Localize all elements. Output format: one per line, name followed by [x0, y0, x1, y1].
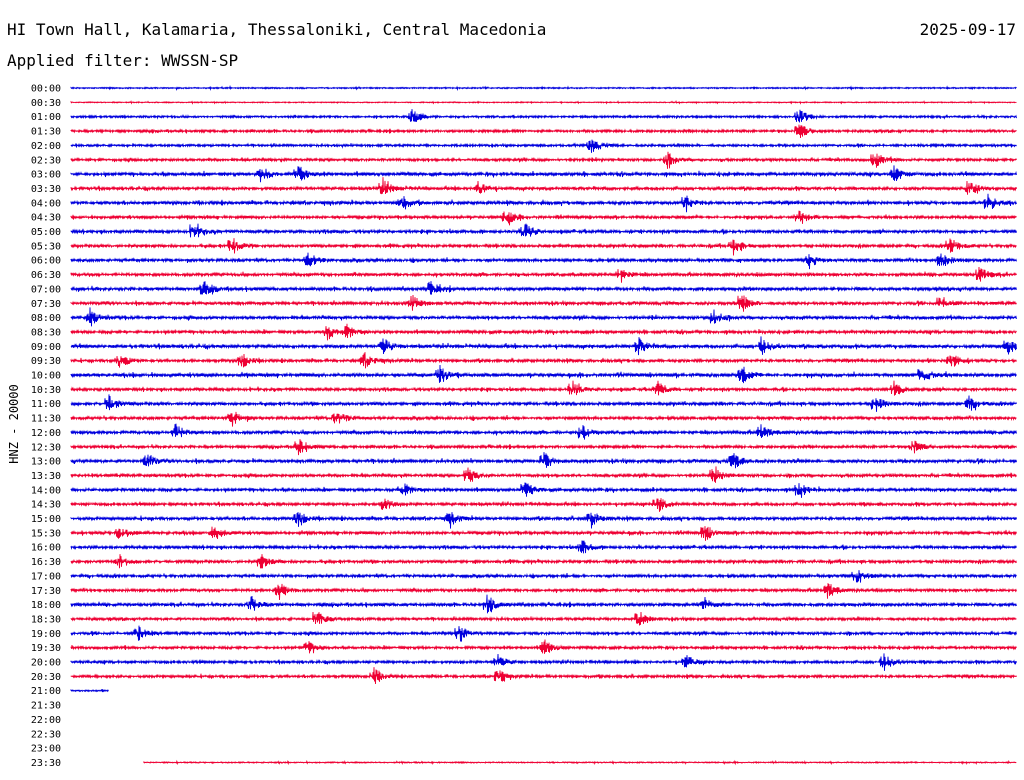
- time-label: 05:00: [31, 227, 61, 238]
- trace-0330: [70, 177, 1017, 195]
- time-label: 14:00: [31, 485, 61, 496]
- time-label: 12:30: [31, 442, 61, 453]
- time-label: 06:30: [31, 270, 61, 281]
- trace-0530: [70, 238, 1017, 256]
- trace-0000: [70, 84, 1017, 92]
- time-label: 11:00: [31, 399, 61, 410]
- trace-1630: [70, 554, 1017, 569]
- time-label: 20:30: [31, 672, 61, 683]
- time-label: 08:00: [31, 313, 61, 324]
- trace-1200: [70, 423, 1017, 440]
- trace-0700: [70, 281, 1017, 295]
- trace-0230: [70, 151, 1017, 169]
- time-label: 17:30: [31, 586, 61, 597]
- station-title: HI Town Hall, Kalamaria, Thessaloniki, C…: [7, 20, 547, 39]
- time-label: 04:00: [31, 198, 61, 209]
- time-label: 08:30: [31, 327, 61, 338]
- time-label: 12:00: [31, 428, 61, 439]
- trace-1300: [70, 452, 1017, 469]
- time-label: 01:30: [31, 127, 61, 138]
- time-label: 02:00: [31, 141, 61, 152]
- time-label: 10:30: [31, 385, 61, 396]
- time-label: 09:30: [31, 356, 61, 367]
- trace-2330: [143, 759, 1017, 766]
- time-label: 00:00: [31, 84, 61, 95]
- trace-0600: [70, 252, 1017, 270]
- time-label: 16:30: [31, 557, 61, 568]
- time-label: 11:30: [31, 414, 61, 425]
- time-label: 15:30: [31, 528, 61, 539]
- time-label: 13:30: [31, 471, 61, 482]
- time-label: 07:00: [31, 284, 61, 295]
- trace-1830: [70, 611, 1017, 626]
- time-label: 00:30: [31, 98, 61, 109]
- trace-2000: [70, 653, 1017, 671]
- time-label: 14:30: [31, 500, 61, 511]
- trace-1230: [70, 439, 1017, 456]
- trace-1800: [70, 594, 1017, 614]
- trace-0300: [70, 165, 1017, 183]
- trace-2030: [70, 667, 1017, 685]
- time-label: 23:00: [31, 744, 61, 755]
- trace-1730: [70, 583, 1017, 601]
- trace-0730: [70, 294, 1017, 312]
- trace-0130: [70, 124, 1017, 139]
- trace-0900: [70, 336, 1017, 356]
- trace-0100: [70, 109, 1017, 123]
- time-label: 22:00: [31, 715, 61, 726]
- time-label: 04:30: [31, 213, 61, 224]
- time-label: 03:30: [31, 184, 61, 195]
- trace-1400: [70, 482, 1017, 498]
- time-label: 13:00: [31, 457, 61, 468]
- trace-1330: [70, 466, 1017, 483]
- trace-1900: [70, 625, 1017, 642]
- trace-0800: [70, 307, 1017, 327]
- time-label: 19:00: [31, 629, 61, 640]
- time-label: 21:00: [31, 686, 61, 697]
- trace-1130: [70, 411, 1017, 427]
- time-label: 02:30: [31, 155, 61, 166]
- trace-0030: [70, 99, 1017, 105]
- time-label: 07:30: [31, 299, 61, 310]
- time-label: 23:30: [31, 758, 61, 769]
- trace-2100: [70, 688, 109, 693]
- time-label: 03:00: [31, 170, 61, 181]
- time-label: 20:00: [31, 658, 61, 669]
- time-label: 16:00: [31, 543, 61, 554]
- trace-0930: [70, 352, 1017, 369]
- time-label: 06:00: [31, 256, 61, 267]
- trace-0630: [70, 266, 1017, 283]
- trace-1430: [70, 498, 1017, 512]
- trace-1100: [70, 394, 1017, 412]
- trace-0400: [70, 193, 1017, 213]
- trace-0430: [70, 210, 1017, 226]
- trace-0200: [70, 139, 1017, 153]
- time-label: 17:00: [31, 571, 61, 582]
- trace-1930: [70, 639, 1017, 654]
- time-label: 01:00: [31, 112, 61, 123]
- time-label: 09:00: [31, 342, 61, 353]
- trace-1600: [70, 540, 1017, 554]
- trace-1000: [70, 364, 1017, 384]
- trace-1030: [70, 380, 1017, 396]
- time-label: 15:00: [31, 514, 61, 525]
- time-label: 05:30: [31, 241, 61, 252]
- trace-1500: [70, 512, 1017, 529]
- trace-0830: [70, 323, 1017, 341]
- trace-1530: [70, 526, 1017, 541]
- trace-1700: [70, 570, 1017, 583]
- filter-label: Applied filter: WWSSN-SP: [7, 51, 239, 70]
- trace-0500: [70, 223, 1017, 238]
- time-label: 21:30: [31, 701, 61, 712]
- time-label: 22:30: [31, 729, 61, 740]
- time-label: 10:00: [31, 371, 61, 382]
- time-label: 18:00: [31, 600, 61, 611]
- date-label: 2025-09-17: [919, 20, 1016, 39]
- time-label: 19:30: [31, 643, 61, 654]
- time-label: 18:30: [31, 614, 61, 625]
